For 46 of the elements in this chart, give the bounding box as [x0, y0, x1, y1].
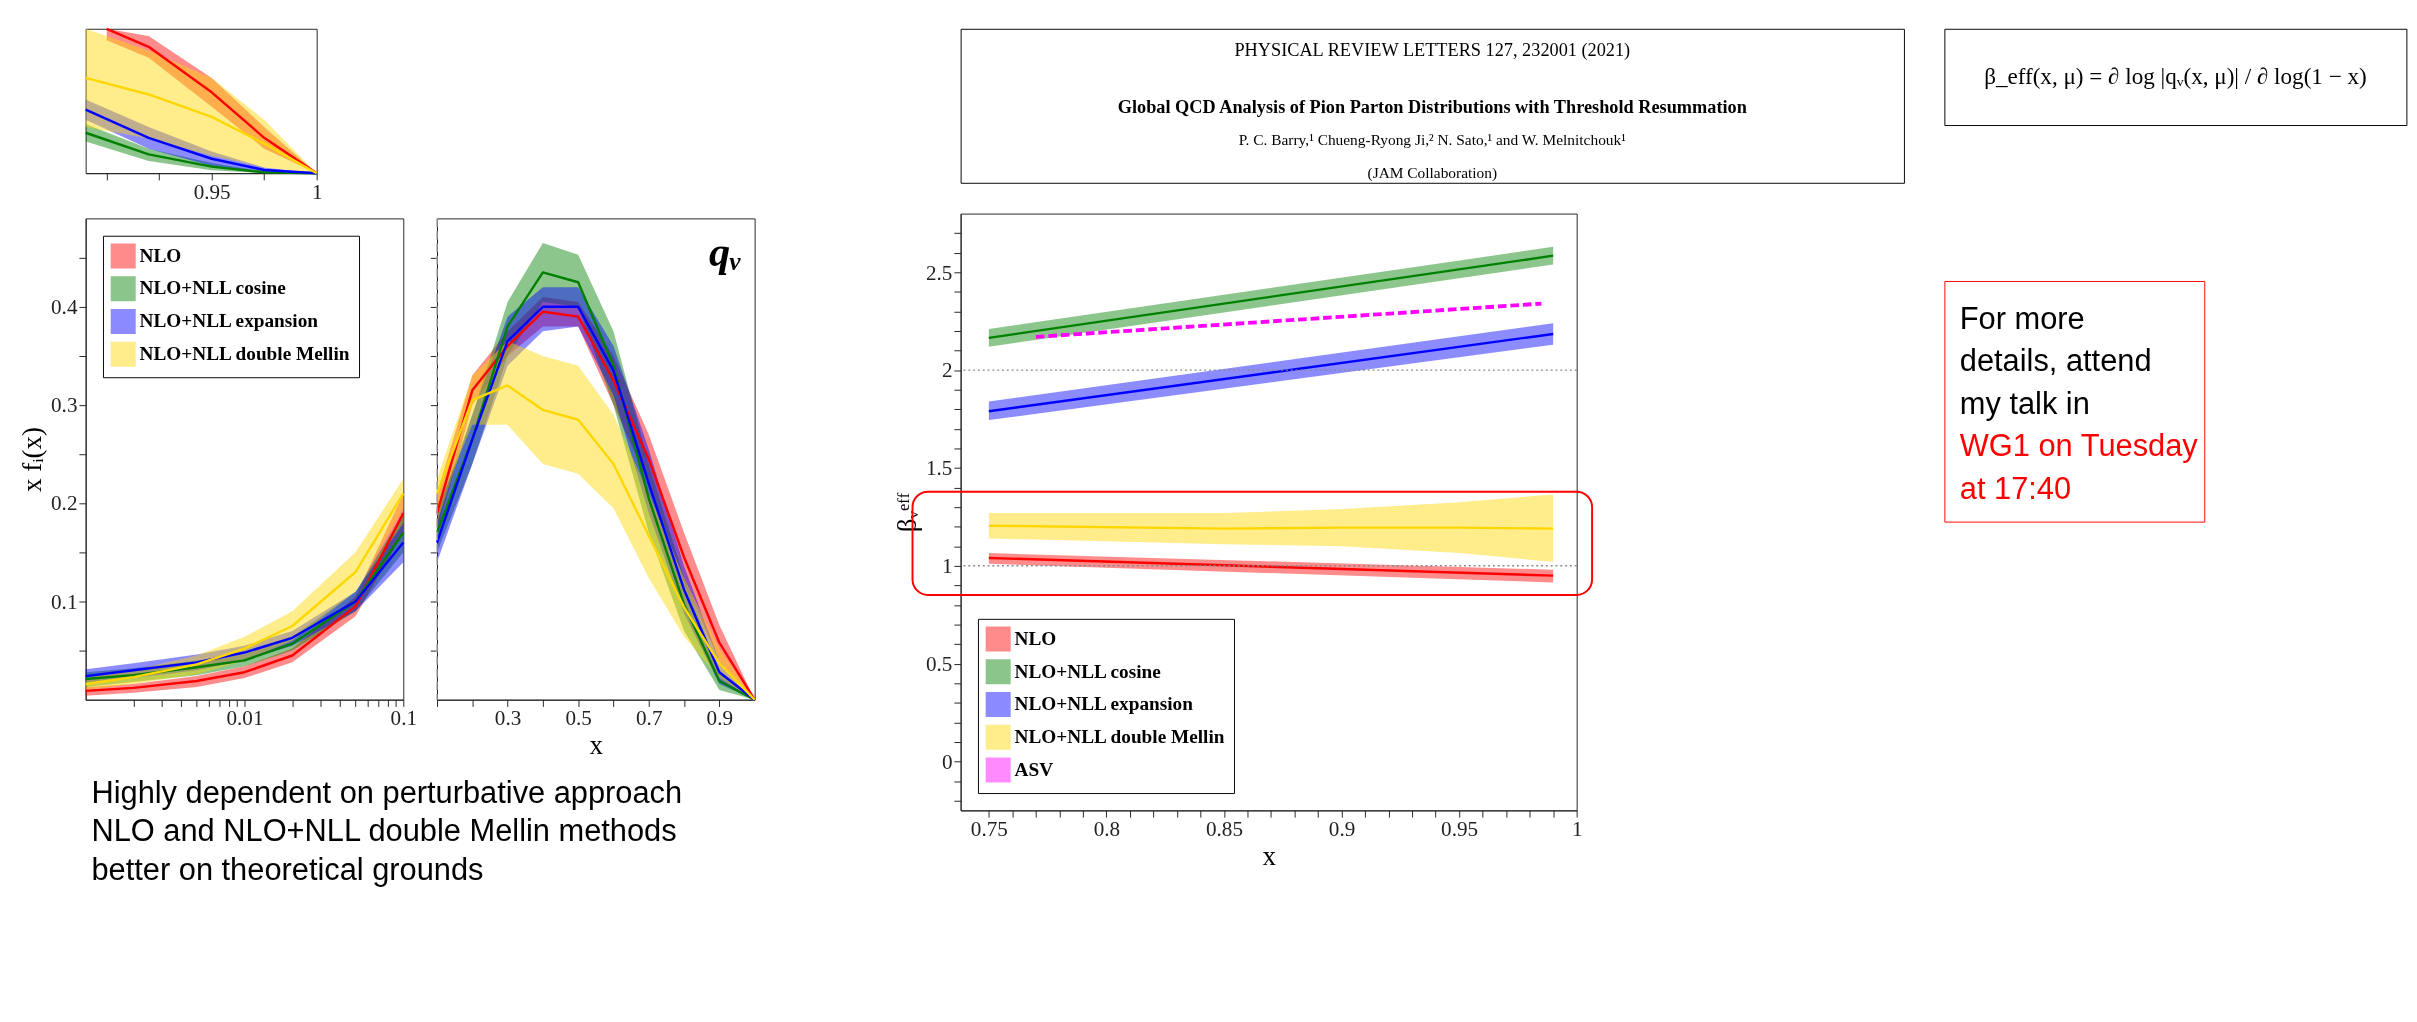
- text: Global QCD Analysis of Pion Parton Distributions with Threshold Resummation: [1117, 97, 1747, 118]
- legend-label: NLO+NLL cosine: [139, 277, 287, 299]
- x-tick-label: 0.8: [1093, 816, 1121, 841]
- annotation: qᵥ: [709, 227, 742, 275]
- x-tick-label: 0.3: [494, 706, 522, 731]
- x-axis-title: x: [589, 730, 604, 761]
- x-tick-label: 0.75: [970, 816, 1008, 841]
- x-tick-label: 0.85: [1205, 816, 1243, 841]
- y-tick-label: 1.5: [926, 456, 953, 481]
- text: Highly dependent on perturbative approach: [91, 774, 683, 810]
- text: PHYSICAL REVIEW LETTERS 127, 232001 (2021): [1234, 39, 1631, 61]
- x-tick-label: 0.9: [1328, 816, 1356, 841]
- legend-label: NLO: [139, 244, 182, 266]
- text: For more details, attend my talk in: [1959, 301, 2152, 421]
- x-tick-label: 0.5: [565, 706, 592, 731]
- x-tick-label: 0.95: [1441, 816, 1479, 841]
- y-tick-label: 2: [941, 358, 953, 383]
- y-tick-label: 0.3: [51, 393, 78, 418]
- text: β_eff(x, μ) = ∂ log |qᵥ(x, μ)| / ∂ log(1 − x): [1984, 62, 2367, 89]
- x-tick-label: 0.01: [226, 706, 264, 731]
- x-tick-label: 0.95: [193, 179, 231, 204]
- text: WG1 on Tuesday at 17:40: [1959, 428, 2199, 506]
- text: P. C. Barry,¹ Chueng-Ryong Ji,² N. Sato,¹ and W. Melnitchouk¹: [1238, 131, 1627, 149]
- legend-label: NLO+NLL expansion: [1014, 693, 1194, 715]
- y-tick-label: 0.1: [51, 589, 78, 614]
- y-tick-label: 0: [941, 749, 953, 774]
- y-axis-title: x fᵢ(x): [17, 427, 48, 493]
- legend-label: NLO+NLL double Mellin: [1014, 726, 1225, 748]
- x-axis-title: x: [1262, 840, 1277, 871]
- y-tick-label: 0.4: [51, 295, 78, 320]
- legend-label: NLO: [1014, 627, 1057, 649]
- text: (JAM Collaboration): [1367, 163, 1498, 182]
- y-tick-label: 1: [941, 554, 953, 579]
- x-tick-label: 1: [1571, 816, 1583, 841]
- legend-label: NLO+NLL double Mellin: [139, 342, 350, 364]
- y-tick-label: 0.2: [51, 491, 78, 516]
- x-tick-label: 0.9: [706, 706, 734, 731]
- y-tick-label: 0.5: [926, 651, 953, 676]
- y-axis-title: βᵥᵉᶠᶠ: [892, 492, 923, 533]
- legend-label: NLO+NLL expansion: [139, 310, 319, 332]
- legend-label: NLO+NLL cosine: [1014, 660, 1162, 682]
- y-tick-label: 2.5: [926, 260, 953, 285]
- x-tick-label: 0.7: [636, 706, 663, 731]
- text: NLO and NLO+NLL double Mellin methods better on theoretical grounds: [91, 813, 677, 887]
- legend-label: ASV: [1014, 758, 1054, 780]
- x-tick-label: 0.1: [390, 706, 418, 731]
